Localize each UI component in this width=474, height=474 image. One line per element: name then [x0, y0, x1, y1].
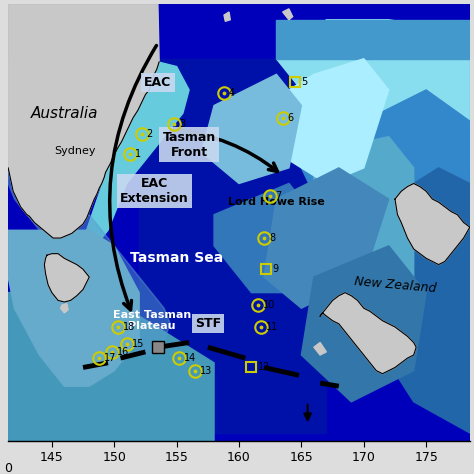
Polygon shape	[301, 90, 470, 324]
Text: 16: 16	[117, 347, 129, 357]
Polygon shape	[8, 230, 139, 386]
Text: 5: 5	[301, 77, 308, 87]
Polygon shape	[71, 59, 189, 277]
Text: 6: 6	[288, 113, 294, 123]
Polygon shape	[320, 292, 416, 374]
Text: Australia: Australia	[30, 106, 98, 121]
Text: 18: 18	[123, 322, 135, 332]
Polygon shape	[61, 303, 68, 313]
Text: New Zealand: New Zealand	[354, 275, 437, 295]
Text: 2: 2	[146, 128, 153, 138]
Text: 11: 11	[266, 322, 279, 332]
Text: 9: 9	[273, 264, 279, 274]
Polygon shape	[45, 254, 89, 302]
Polygon shape	[276, 20, 470, 168]
Polygon shape	[314, 137, 414, 371]
Polygon shape	[301, 246, 426, 402]
Polygon shape	[364, 168, 470, 433]
Polygon shape	[8, 59, 170, 355]
Text: EAC: EAC	[144, 76, 172, 89]
Polygon shape	[8, 285, 214, 441]
Text: 1: 1	[136, 149, 142, 159]
Text: 7: 7	[275, 191, 282, 201]
Polygon shape	[224, 12, 230, 21]
Text: 3: 3	[179, 119, 185, 129]
Polygon shape	[139, 59, 326, 433]
Polygon shape	[264, 168, 389, 308]
Text: 17: 17	[104, 353, 117, 363]
Polygon shape	[395, 183, 470, 264]
Polygon shape	[276, 20, 470, 59]
Polygon shape	[239, 59, 389, 183]
Text: 12: 12	[258, 363, 270, 373]
Polygon shape	[201, 74, 301, 183]
Text: East Tasman
Plateau: East Tasman Plateau	[112, 310, 191, 331]
Text: 8: 8	[269, 233, 275, 243]
Text: Lord Howe Rise: Lord Howe Rise	[228, 197, 325, 207]
Text: Tasman Sea: Tasman Sea	[130, 251, 223, 265]
Text: STF: STF	[195, 317, 221, 330]
Polygon shape	[214, 183, 314, 292]
Text: 0: 0	[4, 462, 12, 474]
Text: 14: 14	[184, 353, 196, 363]
Text: 10: 10	[263, 300, 275, 310]
Text: Sydney: Sydney	[54, 146, 95, 156]
Polygon shape	[314, 343, 326, 355]
Polygon shape	[283, 9, 292, 20]
Text: 15: 15	[132, 339, 144, 349]
Polygon shape	[8, 4, 159, 238]
Text: 4: 4	[229, 88, 235, 98]
Text: EAC
Extension: EAC Extension	[120, 177, 189, 205]
Text: Tasman
Front: Tasman Front	[163, 130, 216, 158]
Text: 13: 13	[201, 365, 212, 375]
